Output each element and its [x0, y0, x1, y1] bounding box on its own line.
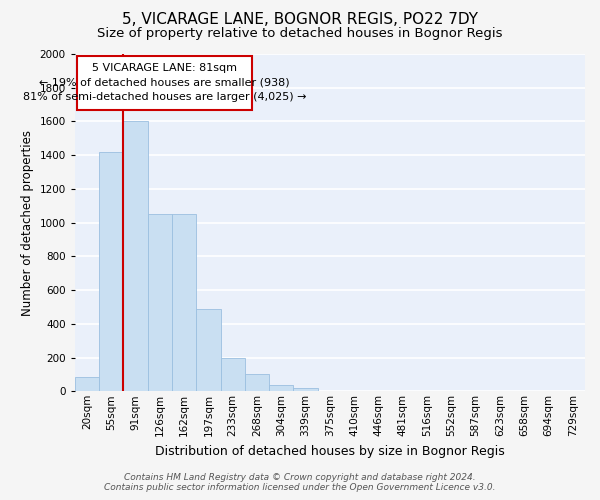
Bar	[221, 358, 245, 392]
Bar	[196, 308, 221, 392]
Text: Contains HM Land Registry data © Crown copyright and database right 2024.
Contai: Contains HM Land Registry data © Crown c…	[104, 473, 496, 492]
Bar	[293, 388, 318, 392]
X-axis label: Distribution of detached houses by size in Bognor Regis: Distribution of detached houses by size …	[155, 444, 505, 458]
Bar	[75, 378, 99, 392]
Bar	[269, 386, 293, 392]
Bar	[124, 122, 148, 392]
Bar	[99, 152, 124, 392]
Bar	[77, 56, 252, 110]
Text: 5 VICARAGE LANE: 81sqm
← 19% of detached houses are smaller (938)
81% of semi-de: 5 VICARAGE LANE: 81sqm ← 19% of detached…	[23, 63, 307, 102]
Bar	[172, 214, 196, 392]
Bar	[245, 374, 269, 392]
Bar	[148, 214, 172, 392]
Text: Size of property relative to detached houses in Bognor Regis: Size of property relative to detached ho…	[97, 28, 503, 40]
Y-axis label: Number of detached properties: Number of detached properties	[21, 130, 34, 316]
Text: 5, VICARAGE LANE, BOGNOR REGIS, PO22 7DY: 5, VICARAGE LANE, BOGNOR REGIS, PO22 7DY	[122, 12, 478, 28]
